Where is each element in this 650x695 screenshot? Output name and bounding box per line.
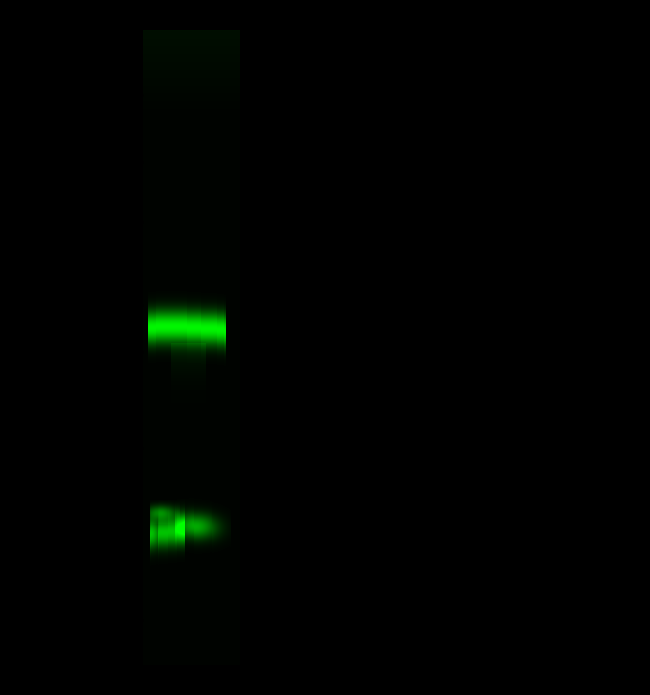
Text: 25: 25 <box>89 439 112 457</box>
Text: 70: 70 <box>89 153 112 171</box>
Text: KDa: KDa <box>70 9 110 27</box>
Text: 55: 55 <box>89 213 112 231</box>
Text: 100: 100 <box>77 86 112 104</box>
Text: A: A <box>184 8 200 28</box>
Text: 40: 40 <box>89 296 112 314</box>
Text: 15: 15 <box>89 611 112 629</box>
Text: 35: 35 <box>89 343 112 361</box>
